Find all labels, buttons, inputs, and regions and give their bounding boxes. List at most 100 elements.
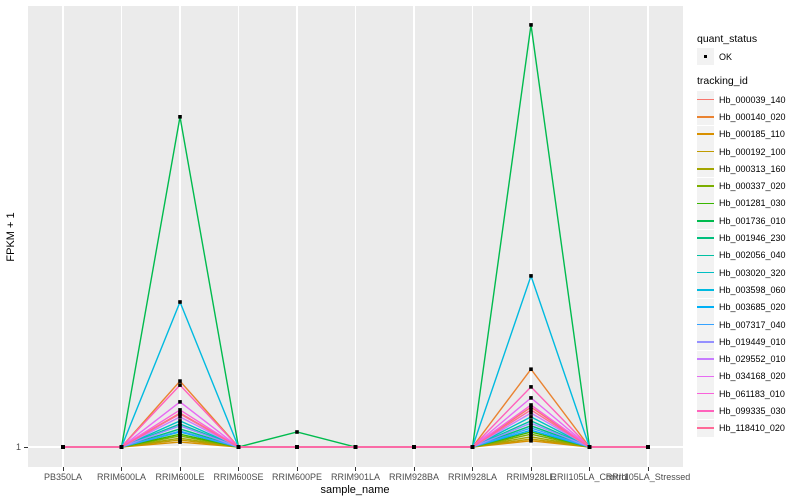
x-tick-mark <box>647 467 649 471</box>
legend-key-swatch <box>697 264 714 282</box>
data-point <box>178 412 182 416</box>
legend-key-swatch <box>697 160 714 178</box>
legend-item-label: Hb_019449_010 <box>719 336 786 347</box>
gridline-vertical <box>120 6 123 467</box>
x-tick-label: RRIM600LE <box>155 472 205 482</box>
series-color-line-icon <box>697 375 714 378</box>
data-point <box>529 432 533 436</box>
data-point <box>178 419 182 423</box>
legend-item-Hb_099335_030: Hb_099335_030 <box>697 402 786 420</box>
legend-item-Hb_000192_100: Hb_000192_100 <box>697 143 786 161</box>
legend-item-label: Hb_000039_140 <box>719 94 786 105</box>
data-point <box>529 419 533 423</box>
data-point <box>178 300 182 304</box>
data-point <box>529 403 533 407</box>
series-color-line-icon <box>697 341 714 343</box>
data-point <box>529 424 533 428</box>
legend-key-swatch <box>697 108 714 126</box>
data-point <box>529 411 533 415</box>
legend-item-Hb_003685_020: Hb_003685_020 <box>697 298 786 316</box>
x-tick-label: RRIM600SE <box>213 472 264 482</box>
legend-item-label: Hb_118410_020 <box>719 423 785 434</box>
series-color-line-icon <box>697 202 714 205</box>
x-tick-label: RRIM928BA <box>388 472 440 482</box>
series-color-line-icon <box>697 306 714 308</box>
data-point <box>178 379 182 383</box>
data-point <box>178 436 182 440</box>
legend-key-swatch <box>697 229 714 247</box>
legend-key-swatch <box>697 143 714 161</box>
data-point <box>178 408 182 412</box>
data-point <box>529 405 533 409</box>
legend-item-label: Hb_029552_010 <box>719 354 786 365</box>
data-point <box>529 408 533 412</box>
legend-item-label: Hb_001281_030 <box>719 198 786 209</box>
data-point <box>61 445 65 449</box>
legend-key-swatch <box>697 316 714 333</box>
data-point <box>295 430 299 434</box>
legend-item-label: Hb_002056_040 <box>719 250 786 261</box>
series-color-line-icon <box>697 271 714 274</box>
x-tick-label: RRIM928LE <box>506 472 556 482</box>
gridline-vertical <box>354 6 357 467</box>
legend-key-swatch <box>697 333 714 351</box>
legend-title-tracking-id: tracking_id <box>697 75 748 87</box>
data-point <box>178 440 182 444</box>
gridline-vertical <box>647 6 649 467</box>
legend-item-Hb_061183_010: Hb_061183_010 <box>697 385 786 403</box>
y-tick-label-1: 1 <box>15 442 21 452</box>
data-point <box>178 383 182 387</box>
legend-key-swatch <box>697 298 714 316</box>
legend-item-Hb_000337_020: Hb_000337_020 <box>697 177 786 195</box>
legend-key-swatch <box>697 350 714 368</box>
legend-tracking-items: Hb_000039_140 Hb_000140_020 Hb_000185_110 H… <box>697 91 786 437</box>
x-tick-mark <box>589 467 590 471</box>
legend-item-Hb_029552_010: Hb_029552_010 <box>697 350 786 368</box>
data-point <box>529 415 533 419</box>
data-point <box>236 445 241 449</box>
series-color-line-icon <box>697 168 714 170</box>
data-point <box>178 424 182 428</box>
data-point <box>178 427 182 431</box>
x-tick-label: PB350LA <box>43 472 83 482</box>
plot-panel <box>28 6 683 467</box>
legend-key-swatch <box>697 281 714 299</box>
series-color-line-icon <box>697 323 714 326</box>
series-color-line-icon <box>697 150 714 153</box>
legend-key-swatch <box>697 177 714 195</box>
x-tick-label: RRIM600PE <box>271 472 323 482</box>
series-color-line-icon <box>697 116 714 118</box>
data-point <box>529 435 533 439</box>
legend-key-swatch <box>697 125 714 143</box>
series-line-Hb_001736_010 <box>63 24 648 448</box>
data-point <box>529 385 533 389</box>
legend-item-Hb_000185_110: Hb_000185_110 <box>697 125 786 143</box>
series-color-line-icon <box>697 237 714 239</box>
data-point <box>646 445 650 449</box>
legend-item-Hb_007317_040: Hb_007317_040 <box>697 316 786 333</box>
legend-item-label: Hb_099335_030 <box>719 405 786 416</box>
legend-item-Hb_118410_020: Hb_118410_020 <box>697 419 786 437</box>
x-tick-label: RRII105LA_Control <box>550 472 629 482</box>
legend-key-swatch <box>697 212 714 230</box>
series-color-line-icon <box>697 358 714 360</box>
x-tick-label: RRIM901LA <box>330 472 381 482</box>
series-color-line-icon <box>697 410 714 412</box>
legend-item-label: Hb_003685_020 <box>719 302 786 313</box>
legend-item-label: Hb_000192_100 <box>719 146 786 157</box>
data-point <box>529 421 533 425</box>
data-point <box>529 23 533 27</box>
x-tick-mark <box>62 467 64 471</box>
legend-item-Hb_034168_020: Hb_034168_020 <box>697 367 786 385</box>
data-point <box>178 429 182 433</box>
data-point <box>295 445 299 449</box>
legend-item-Hb_001736_010: Hb_001736_010 <box>697 212 786 230</box>
legend-item-label: Hb_000313_160 <box>719 163 786 174</box>
legend-item-ok: OK <box>697 48 732 65</box>
gridline-vertical <box>530 6 532 467</box>
legend-item-label: Hb_007317_040 <box>719 319 786 330</box>
legend-key-swatch <box>697 402 714 420</box>
series-color-line-icon <box>697 392 714 395</box>
data-point <box>412 445 416 449</box>
